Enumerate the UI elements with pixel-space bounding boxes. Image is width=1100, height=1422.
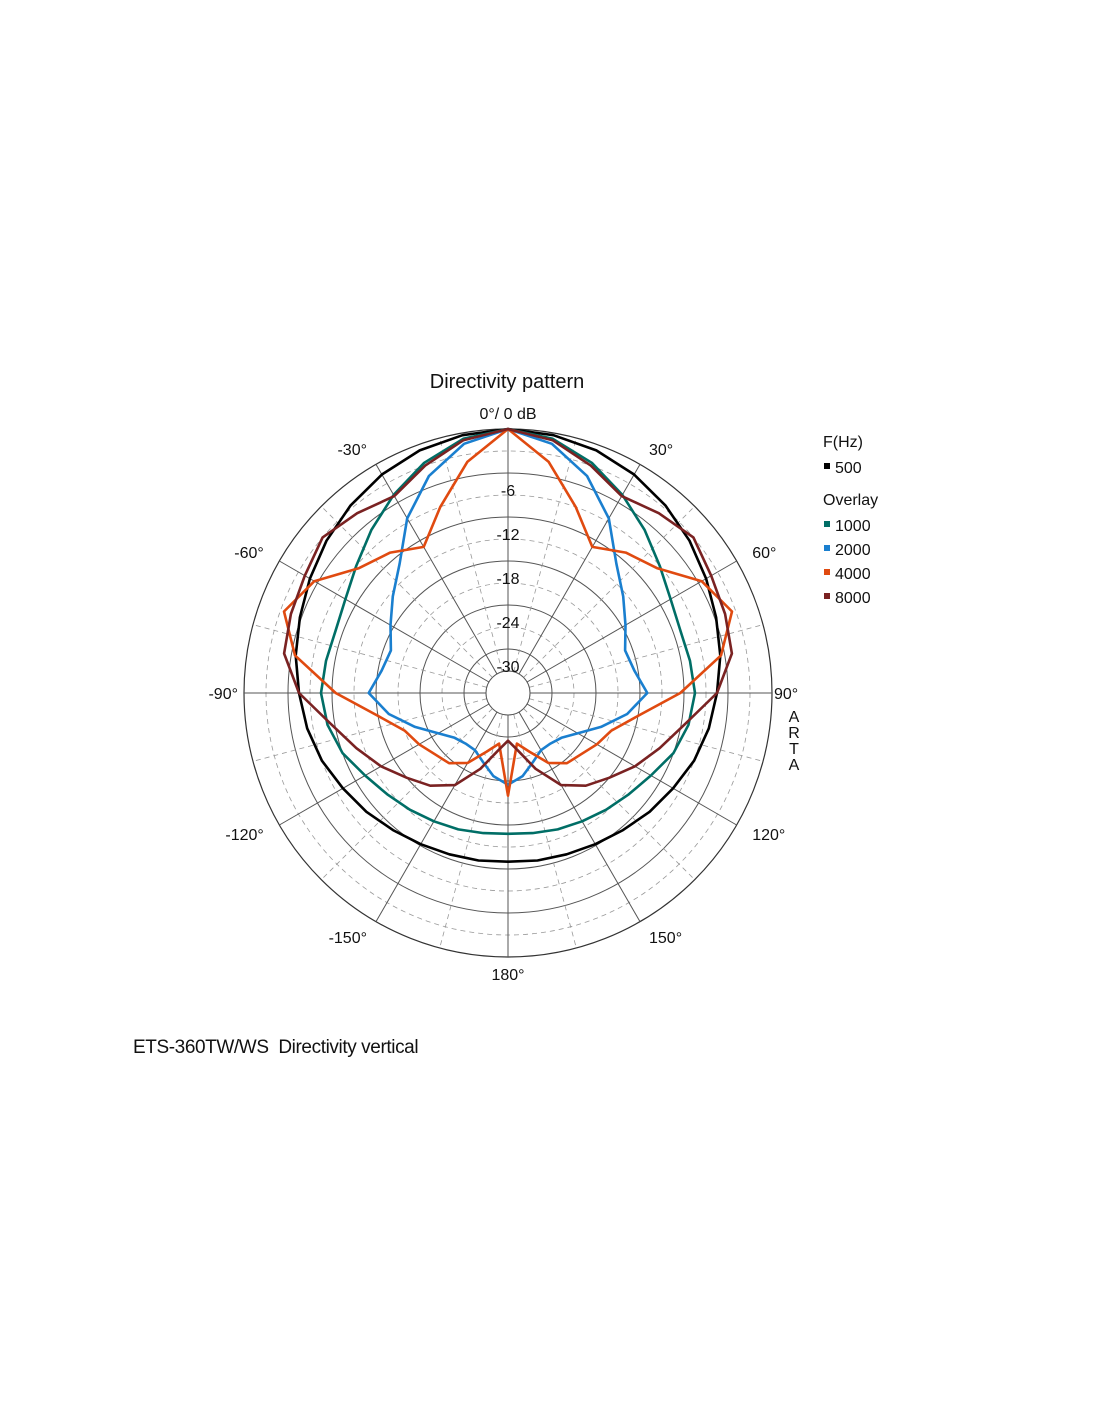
angle-label: 120° bbox=[752, 827, 785, 844]
angle-label: 180° bbox=[491, 967, 524, 984]
legend-swatch bbox=[824, 569, 830, 575]
series-line-8000 bbox=[282, 427, 734, 787]
grid-spoke-minor bbox=[513, 437, 577, 672]
grid-spoke bbox=[375, 711, 498, 922]
radial-tick-label: -6 bbox=[501, 483, 515, 500]
angle-label: 150° bbox=[649, 930, 682, 947]
arta-letter: A bbox=[789, 709, 800, 726]
angle-label: 60° bbox=[752, 545, 776, 562]
grid-spoke-minor bbox=[439, 437, 503, 672]
grid-spoke-minor bbox=[523, 708, 695, 880]
legend-swatch bbox=[824, 593, 830, 599]
polar-grid bbox=[243, 428, 773, 958]
legend-entry: 500 bbox=[835, 460, 862, 477]
legend-swatch bbox=[824, 521, 830, 527]
arta-letter: T bbox=[789, 741, 799, 758]
grid-spoke-minor bbox=[321, 506, 493, 678]
grid-spoke bbox=[375, 464, 498, 675]
legend-entry: 1000 bbox=[835, 518, 871, 535]
angle-label: 30° bbox=[649, 442, 673, 459]
angle-label: 90° bbox=[774, 686, 798, 703]
grid-spoke-minor bbox=[321, 708, 493, 880]
grid-spoke-minor bbox=[529, 624, 764, 688]
grid-spoke bbox=[279, 703, 490, 826]
legend-entry: 4000 bbox=[835, 566, 871, 583]
directivity-chart: -6 -12 -18 -24 -30 0°/ 0 dB 30° 60° 90° 120° 150° 1… bbox=[208, 371, 878, 984]
radial-tick-label: -24 bbox=[496, 615, 519, 632]
radial-tick-label: -30 bbox=[496, 659, 519, 676]
legend-overlay-title: Overlay bbox=[823, 492, 878, 509]
series-line-4000 bbox=[282, 427, 734, 797]
angle-label: 0°/ 0 dB bbox=[479, 406, 536, 423]
series-line-500 bbox=[294, 427, 722, 863]
grid-spoke-minor bbox=[523, 506, 695, 678]
legend-entry: 8000 bbox=[835, 590, 871, 607]
grid-spoke-minor bbox=[252, 698, 487, 762]
arta-letter: R bbox=[788, 725, 800, 742]
angle-label: -90° bbox=[208, 686, 238, 703]
radial-tick-label: -18 bbox=[496, 571, 519, 588]
grid-spoke bbox=[518, 711, 641, 922]
angle-label: -150° bbox=[329, 930, 367, 947]
figure-caption: ETS-360TW/WS Directivity vertical bbox=[133, 1037, 419, 1058]
legend: F(Hz) 500 Overlay 1000 2000 4000 8000 bbox=[823, 434, 878, 607]
radial-tick-label: -12 bbox=[496, 527, 519, 544]
grid-spoke bbox=[526, 703, 737, 826]
chart-labels: -6 -12 -18 -24 -30 0°/ 0 dB 30° 60° 90° 120° 150° 1… bbox=[208, 406, 799, 984]
series-line-2000 bbox=[367, 427, 649, 786]
grid-spoke-minor bbox=[529, 698, 764, 762]
angle-label: -60° bbox=[234, 545, 264, 562]
center-hole bbox=[485, 670, 531, 716]
legend-entry: 2000 bbox=[835, 542, 871, 559]
legend-swatch bbox=[824, 545, 830, 551]
chart-title: Directivity pattern bbox=[430, 371, 585, 393]
angle-label: -30° bbox=[337, 442, 367, 459]
grid-spoke-minor bbox=[252, 624, 487, 688]
legend-main-title: F(Hz) bbox=[823, 434, 863, 451]
series-line-1000 bbox=[319, 427, 697, 836]
arta-letter: A bbox=[789, 757, 800, 774]
series-layer bbox=[282, 427, 734, 863]
angle-label: -120° bbox=[225, 827, 263, 844]
legend-swatch bbox=[824, 463, 830, 469]
grid-spoke bbox=[518, 464, 641, 675]
